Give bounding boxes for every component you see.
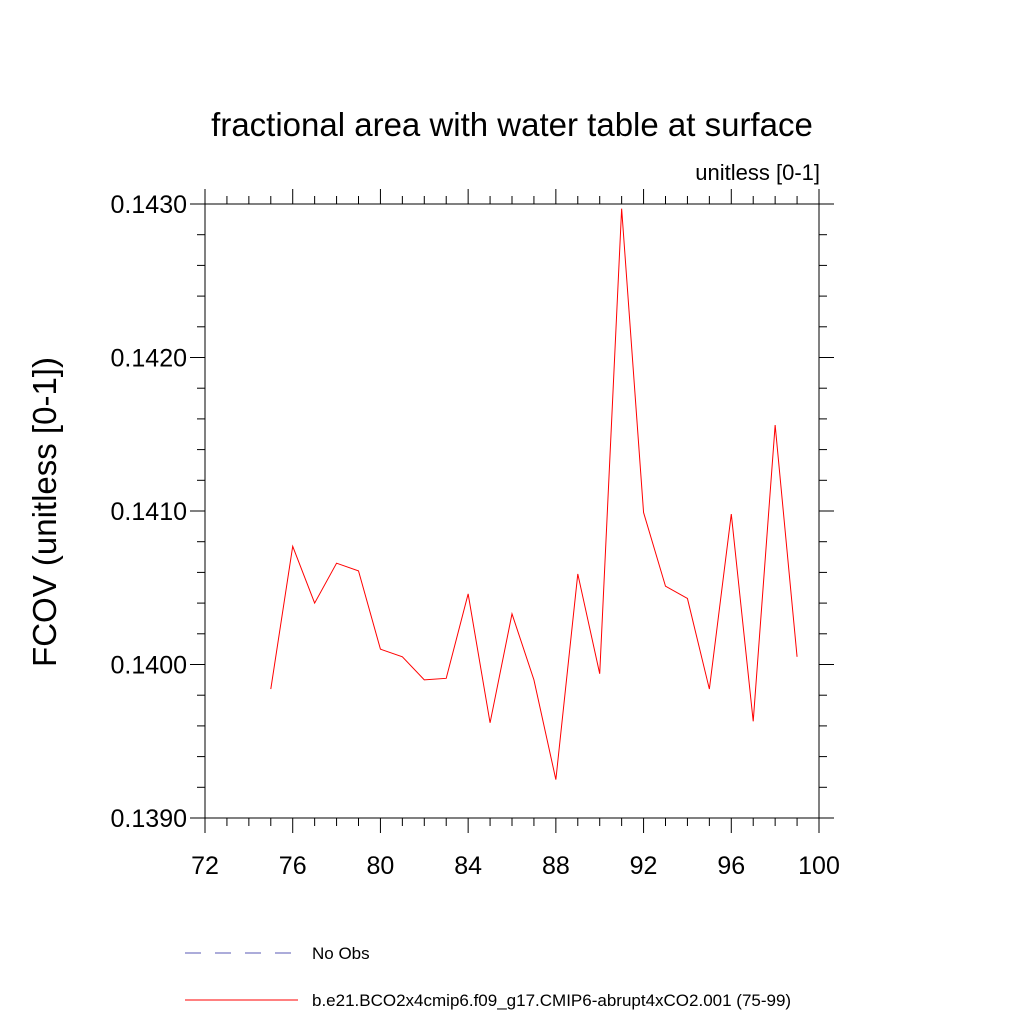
legend-label-no-obs: No Obs [312,944,370,963]
y-tick-label: 0.1430 [111,191,187,219]
y-tick-label: 0.1410 [111,498,187,526]
plot-frame [204,203,820,819]
chart-subtitle: unitless [0-1] [695,160,820,185]
x-tick-label: 100 [798,852,840,880]
series-line [270,208,798,780]
x-tick-label: 80 [367,852,395,880]
x-tick-label: 84 [454,852,482,880]
x-tick-label: 76 [279,852,307,880]
x-tick-label: 88 [542,852,570,880]
y-tick-label: 0.1420 [111,345,187,373]
tick-labels: 72 76 80 84 88 92 96 100 0.1390 0.1400 0.1410 0.142… [111,191,840,880]
x-tick-label: 96 [717,852,745,880]
plot-area: 72 76 80 84 88 92 96 100 0.1390 0.1400 0.1410 0.142… [111,189,840,880]
y-tick-label: 0.1390 [111,805,187,833]
x-tick-label: 72 [191,852,219,880]
y-tick-label: 0.1400 [111,652,187,680]
chart-title: fractional area with water table at surf… [211,106,813,143]
axis-ticks [190,189,834,833]
legend-label-model: b.e21.BCO2x4cmip6.f09_g17.CMIP6-abrupt4x… [312,991,791,1010]
y-axis-label: FCOV (unitless [0-1]) [26,357,63,667]
x-tick-label: 92 [630,852,658,880]
legend: No Obs b.e21.BCO2x4cmip6.f09_g17.CMIP6-a… [185,944,791,1010]
